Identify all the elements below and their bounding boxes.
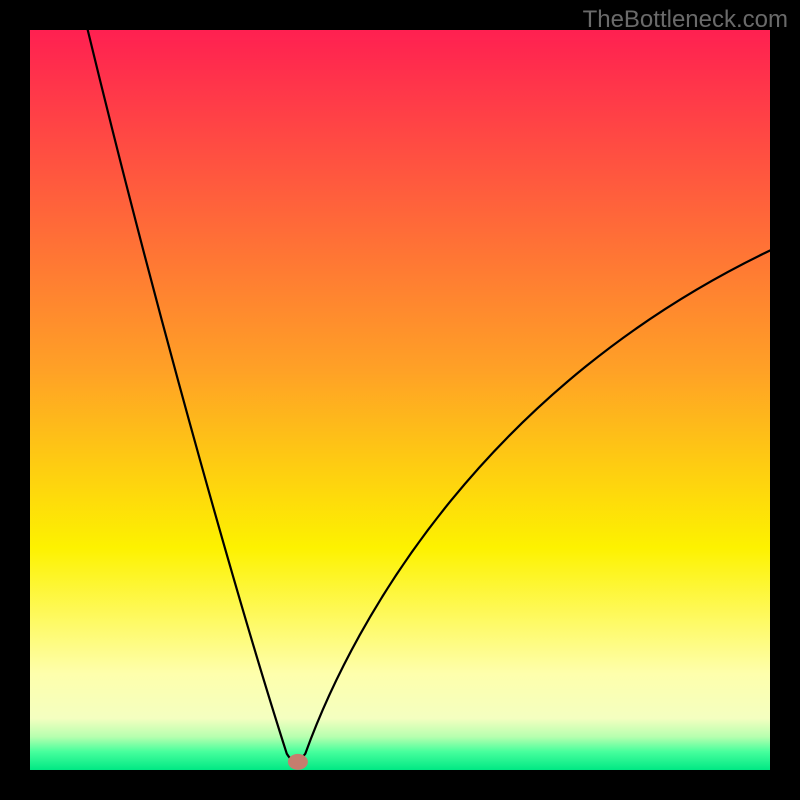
plot-area bbox=[30, 30, 770, 770]
optimum-marker bbox=[288, 754, 308, 770]
plot-background bbox=[30, 30, 770, 770]
watermark-text: TheBottleneck.com bbox=[583, 6, 788, 34]
chart-container: TheBottleneck.com bbox=[0, 0, 800, 800]
chart-svg bbox=[30, 30, 770, 770]
